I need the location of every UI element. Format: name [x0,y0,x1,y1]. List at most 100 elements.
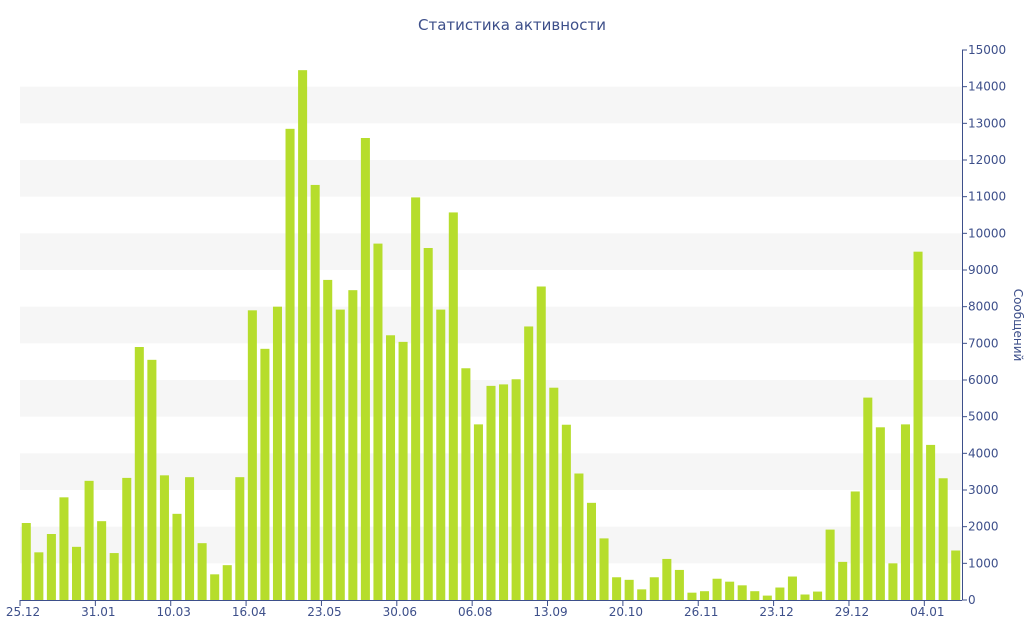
bar [825,529,835,600]
grid-bands [20,86,962,564]
bar [511,379,521,600]
grid-band [20,306,962,344]
x-axis: 25.12 31.01 10.03 16.04 23.05 30.06 06.08 13.09… [6,600,962,619]
bar [624,579,634,600]
bar [750,591,760,600]
bar [687,592,697,600]
y-tick-label: 8000 [968,300,999,314]
bar [875,427,885,600]
grid-band [20,86,962,124]
bar [762,595,772,600]
y-tick-label: 13000 [968,116,1006,130]
bar [787,576,797,600]
bar [310,184,320,600]
y-tick-label: 14000 [968,80,1006,94]
bar [448,212,458,600]
bar [599,538,609,600]
bar [360,138,370,600]
bar [863,397,873,600]
bar [499,384,509,600]
bar [411,197,421,600]
bar [637,589,647,600]
bar [235,477,245,600]
y-tick-label: 9000 [968,263,999,277]
bar [84,480,94,600]
y-tick-label: 12000 [968,153,1006,167]
bar [674,569,684,600]
bar [247,310,257,600]
bar [926,444,936,600]
x-tick-label: 10.03 [157,605,191,619]
bar [285,128,295,600]
bar [185,477,195,600]
bar [800,594,810,600]
bar [850,491,860,600]
bar [323,279,333,600]
y-tick-label: 0 [968,593,976,607]
bar [712,578,722,600]
bar [423,248,433,600]
bar [260,348,270,600]
bar [725,581,735,600]
bar [298,70,308,601]
bar [473,424,483,600]
y-tick-label: 1000 [968,556,999,570]
bar [561,424,571,600]
bar [72,546,82,600]
y-tick-label: 6000 [968,373,999,387]
bar [373,243,383,600]
grid-band [20,160,962,197]
bar [649,577,659,600]
bar [888,563,898,600]
bar [737,585,747,600]
bar [549,387,559,600]
bar [147,359,157,600]
bar [97,521,107,600]
bar [386,335,396,600]
chart-title: Статистика активности [418,16,606,34]
bar [938,478,948,600]
y-tick-label: 3000 [968,483,999,497]
y-axis: 0 1000 2000 3000 4000 5000 6000 7000 8000 9000 100… [962,43,1006,607]
bar [524,326,534,600]
bar [461,368,471,600]
bar [900,424,910,600]
x-tick-label: 26.11 [684,605,718,619]
bar [813,591,823,600]
y-tick-label: 5000 [968,410,999,424]
bar [272,306,282,600]
x-tick-label: 30.06 [383,605,417,619]
bar [586,502,596,600]
bar [109,553,119,600]
x-tick-label: 23.05 [307,605,341,619]
bar [210,574,220,600]
x-tick-label: 25.12 [6,605,40,619]
bar-series [21,70,961,601]
bar [951,550,961,600]
bar [536,286,546,600]
x-tick-label: 29.12 [835,605,869,619]
y-tick-label: 11000 [968,190,1006,204]
bar [34,552,44,600]
bar [436,309,446,600]
bar [335,309,345,600]
grid-band [20,233,962,270]
bar [172,513,182,600]
bar [159,475,169,600]
x-tick-label: 23.12 [759,605,793,619]
bar [838,561,848,600]
y-tick-label: 10000 [968,226,1006,240]
bar [348,290,358,600]
bar [197,543,207,600]
x-tick-label: 13.09 [533,605,567,619]
bar [700,591,710,600]
bar [775,587,785,600]
y-axis-label: Сообщений [1011,289,1024,362]
bar [612,577,622,600]
bar [662,558,672,600]
bar [134,347,144,600]
bar [486,385,496,600]
y-tick-label: 2000 [968,520,999,534]
bar [46,534,56,600]
